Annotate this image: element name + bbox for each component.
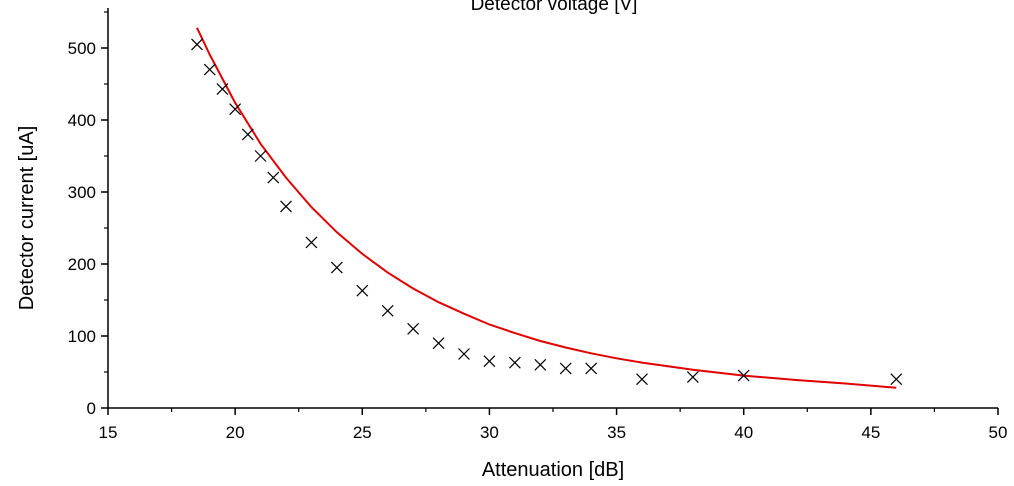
data-point xyxy=(280,200,292,213)
y-ticks: 0 100 200 300 400 500 xyxy=(68,11,108,418)
data-point xyxy=(432,337,445,350)
data-point xyxy=(483,355,496,368)
data-point xyxy=(254,150,267,162)
x-axis-label: Attenuation [dB] xyxy=(482,459,624,481)
data-point xyxy=(890,373,903,386)
x-ticks: 15 20 25 30 35 40 45 50 xyxy=(99,408,1008,442)
data-point xyxy=(203,63,216,76)
data-point xyxy=(407,322,420,335)
x-tick-label: 35 xyxy=(607,423,626,442)
x-tick-label: 40 xyxy=(734,423,753,442)
data-point xyxy=(737,369,750,382)
data-point xyxy=(216,83,229,95)
y-tick-label: 0 xyxy=(87,399,96,418)
y-tick-label: 500 xyxy=(68,39,96,58)
data-point xyxy=(191,38,203,51)
data-point xyxy=(381,304,394,317)
x-tick-label: 45 xyxy=(861,423,880,442)
data-point xyxy=(585,362,598,375)
data-point xyxy=(636,373,648,386)
data-point xyxy=(559,362,572,375)
data-point xyxy=(458,348,470,360)
data-point xyxy=(508,356,521,369)
data-point xyxy=(305,236,318,249)
data-point xyxy=(330,261,343,274)
data-point xyxy=(241,128,254,141)
y-tick-label: 400 xyxy=(68,111,96,130)
fit-curve xyxy=(196,27,897,389)
top-axis-label: Detector voltage [V] xyxy=(471,0,638,15)
fit-layer xyxy=(196,27,897,389)
y-axis-label: Detector current [uA] xyxy=(16,126,38,311)
data-point xyxy=(534,358,547,371)
y-tick-label: 100 xyxy=(68,327,96,346)
x-tick-label: 25 xyxy=(353,423,372,442)
data-point xyxy=(229,103,242,116)
x-tick-label: 50 xyxy=(989,423,1008,442)
y-tick-label: 200 xyxy=(68,255,96,274)
x-tick-label: 30 xyxy=(480,423,499,442)
data-point xyxy=(356,284,369,297)
x-tick-label: 20 xyxy=(226,423,245,442)
y-tick-label: 300 xyxy=(68,183,96,202)
x-tick-label: 15 xyxy=(99,423,118,442)
data-point xyxy=(267,171,280,184)
points-layer xyxy=(191,38,903,386)
data-point xyxy=(686,371,699,383)
axes xyxy=(107,8,998,409)
